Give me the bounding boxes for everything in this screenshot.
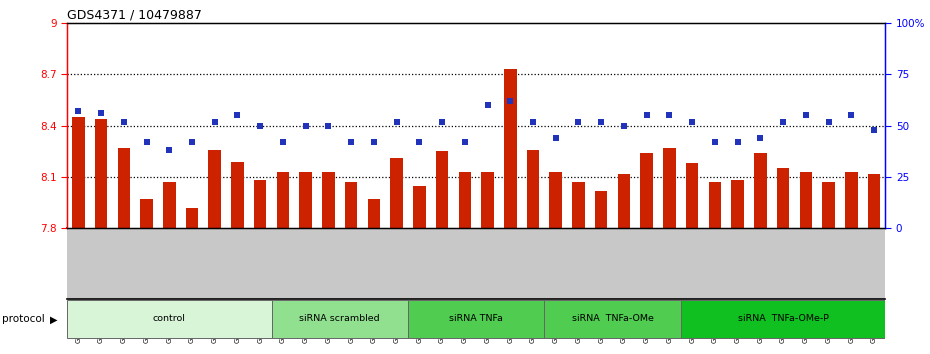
Bar: [436, 151, 448, 228]
Point: [253, 123, 268, 129]
Bar: [618, 173, 631, 228]
Bar: [208, 150, 221, 228]
Bar: [641, 153, 653, 228]
FancyBboxPatch shape: [681, 300, 885, 338]
Text: siRNA  TNFa-OMe-P: siRNA TNFa-OMe-P: [737, 314, 829, 323]
Point: [344, 139, 359, 145]
Point: [844, 113, 858, 118]
Bar: [845, 172, 857, 228]
Bar: [299, 172, 312, 228]
Text: ▶: ▶: [50, 314, 58, 325]
FancyBboxPatch shape: [408, 300, 544, 338]
Bar: [685, 163, 698, 228]
Point: [617, 123, 631, 129]
Bar: [72, 117, 85, 228]
Point: [684, 119, 699, 124]
Point: [639, 113, 654, 118]
Bar: [95, 119, 107, 228]
Bar: [709, 182, 721, 228]
Text: protocol: protocol: [2, 314, 45, 325]
Bar: [731, 181, 744, 228]
Point: [389, 119, 404, 124]
Bar: [186, 208, 198, 228]
Point: [798, 113, 813, 118]
Point: [230, 113, 245, 118]
Point: [140, 139, 154, 145]
Point: [434, 119, 449, 124]
Text: siRNA scrambled: siRNA scrambled: [299, 314, 380, 323]
Point: [275, 139, 290, 145]
Point: [412, 139, 427, 145]
Point: [116, 119, 131, 124]
Bar: [322, 172, 335, 228]
Point: [708, 139, 723, 145]
Point: [821, 119, 836, 124]
Point: [94, 110, 109, 116]
Point: [458, 139, 472, 145]
Bar: [526, 150, 539, 228]
Bar: [504, 69, 516, 228]
Text: control: control: [153, 314, 186, 323]
Bar: [868, 173, 880, 228]
Bar: [663, 148, 675, 228]
Point: [162, 148, 177, 153]
Bar: [367, 199, 380, 228]
Bar: [800, 172, 812, 228]
Point: [366, 139, 381, 145]
Point: [571, 119, 586, 124]
Bar: [754, 153, 766, 228]
Bar: [550, 172, 562, 228]
FancyBboxPatch shape: [272, 300, 408, 338]
Bar: [458, 172, 471, 228]
Bar: [232, 161, 244, 228]
Text: siRNA  TNFa-OMe: siRNA TNFa-OMe: [572, 314, 654, 323]
Bar: [276, 172, 289, 228]
Point: [207, 119, 222, 124]
Point: [593, 119, 608, 124]
Point: [71, 108, 86, 114]
Bar: [481, 172, 494, 228]
Point: [299, 123, 313, 129]
Text: GDS4371 / 10479887: GDS4371 / 10479887: [67, 9, 202, 22]
Bar: [572, 182, 585, 228]
Point: [776, 119, 790, 124]
Bar: [777, 169, 790, 228]
Bar: [140, 199, 153, 228]
Point: [321, 123, 336, 129]
FancyBboxPatch shape: [67, 300, 272, 338]
Bar: [117, 148, 130, 228]
Bar: [163, 182, 176, 228]
Point: [753, 135, 768, 141]
Point: [549, 135, 564, 141]
Bar: [413, 185, 426, 228]
Bar: [345, 182, 357, 228]
FancyBboxPatch shape: [544, 300, 681, 338]
Text: siRNA TNFa: siRNA TNFa: [449, 314, 503, 323]
Bar: [391, 158, 403, 228]
Point: [867, 127, 882, 133]
Bar: [595, 191, 607, 228]
Point: [730, 139, 745, 145]
Point: [503, 98, 518, 104]
Point: [525, 119, 540, 124]
Bar: [822, 182, 835, 228]
Point: [662, 113, 677, 118]
Point: [184, 139, 199, 145]
Point: [480, 102, 495, 108]
Bar: [254, 181, 266, 228]
